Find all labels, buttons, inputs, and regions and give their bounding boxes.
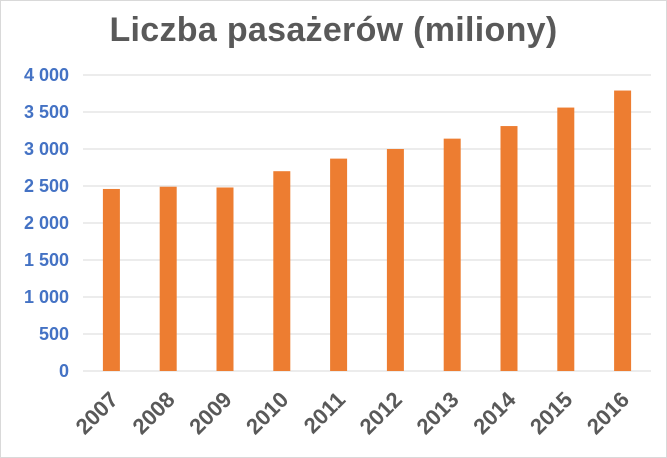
x-tick-label: 2016 <box>582 387 634 439</box>
x-tick-label: 2015 <box>525 387 577 439</box>
y-tick-label: 1 000 <box>24 287 69 307</box>
x-tick-label: 2010 <box>241 387 293 439</box>
x-tick-label: 2011 <box>299 387 350 438</box>
x-tick-label: 2012 <box>355 387 407 439</box>
y-tick-label: 4 000 <box>24 65 69 85</box>
y-tick-label: 500 <box>39 324 69 344</box>
bar-2010 <box>273 171 291 371</box>
chart-title: Liczba pasażerów (miliony) <box>109 11 558 49</box>
x-axis-ticks: 2007 2008 2009 2010 2011 2012 2013 2014 2015 2016 <box>71 386 634 439</box>
x-tick-label: 2008 <box>127 387 179 439</box>
bar-2009 <box>216 187 234 371</box>
y-tick-label: 1 500 <box>24 250 69 270</box>
x-tick-label: 2013 <box>411 387 463 439</box>
bars <box>102 90 632 371</box>
y-tick-label: 2 000 <box>24 213 69 233</box>
bar-2007 <box>102 188 120 371</box>
bar-2012 <box>386 149 404 371</box>
gridlines <box>83 74 651 372</box>
bar-2013 <box>443 138 461 371</box>
y-axis-ticks: 0 500 1 000 1 500 2 000 2 500 3 000 3 500 4 000 <box>24 65 69 381</box>
y-tick-label: 0 <box>59 361 69 381</box>
bar-2014 <box>500 126 518 371</box>
y-tick-label: 2 500 <box>24 176 69 196</box>
bar-2016 <box>614 90 632 371</box>
bar-2008 <box>159 186 177 371</box>
x-tick-label: 2014 <box>468 386 521 439</box>
y-tick-label: 3 000 <box>24 139 69 159</box>
x-tick-label: 2009 <box>184 387 236 439</box>
bar-2015 <box>557 107 575 371</box>
bar-2011 <box>330 158 348 371</box>
y-tick-label: 3 500 <box>24 102 69 122</box>
x-tick-label: 2007 <box>71 387 123 439</box>
